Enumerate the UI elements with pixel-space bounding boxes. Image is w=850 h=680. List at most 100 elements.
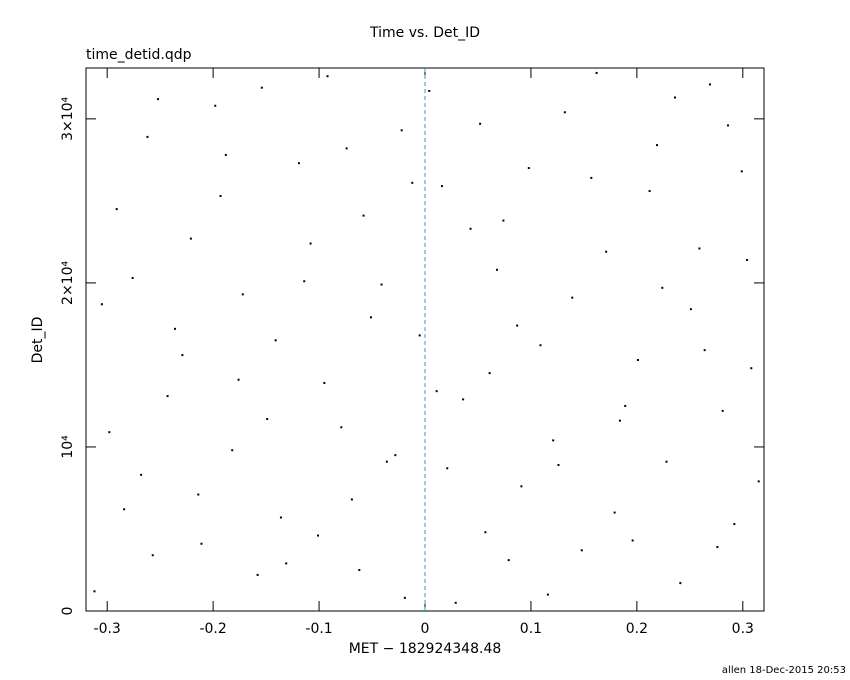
point [689,308,692,311]
point [496,268,499,271]
point [385,460,388,463]
point [380,283,383,286]
y-tick-label: 3×10⁴ [60,96,76,140]
footer: allen 18-Dec-2015 20:53 [722,665,846,676]
point [703,349,706,352]
point [484,531,487,534]
y-axis-label: Det_ID [30,317,46,364]
point [454,601,457,604]
point [740,170,743,173]
point [428,89,431,92]
y-tick-label: 0 [60,607,76,616]
point [527,167,530,170]
y-tick-label: 2×10⁴ [60,260,76,304]
point [151,554,154,557]
point [100,303,103,306]
point [326,75,329,78]
point [656,144,659,147]
x-tick-label: -0.3 [94,621,121,637]
point [665,460,668,463]
y-tick-label: 10⁴ [60,435,76,459]
point [546,593,549,596]
point [108,431,111,434]
x-tick-label: 0.1 [520,621,542,637]
point [241,293,244,296]
x-axis-label: MET − 182924348.48 [349,641,502,657]
point [317,534,320,537]
point [400,129,403,132]
x-tick-label: -0.1 [305,621,332,637]
point [571,296,574,299]
point [146,135,149,138]
point [590,176,593,179]
point [358,568,361,571]
point [411,181,414,184]
x-tick-label: 0.2 [626,621,648,637]
point [157,98,160,101]
point [237,378,240,381]
point [362,214,365,217]
point [189,237,192,240]
point [563,111,566,114]
point [231,449,234,452]
point [123,508,126,511]
point [197,493,200,496]
point [716,546,719,549]
point [552,439,555,442]
point [394,454,397,457]
point [757,480,760,483]
point [297,162,300,165]
point [214,104,217,107]
point [595,71,598,74]
point [260,86,263,89]
point [266,418,269,421]
point [446,467,449,470]
point [636,359,639,362]
point [746,258,749,261]
chart-title: Time vs. Det_ID [369,25,480,41]
point [661,286,664,289]
point [418,334,421,337]
point [618,419,621,422]
point [708,83,711,86]
point [303,280,306,283]
point [285,562,288,565]
point [605,250,608,253]
x-tick-label: 0.3 [732,621,754,637]
point [488,372,491,375]
point [340,426,343,429]
point [580,549,583,552]
point [539,344,542,347]
point [435,390,438,393]
point [181,354,184,357]
point [750,367,753,370]
point [679,582,682,585]
point [440,185,443,188]
point [173,327,176,330]
point [624,404,627,407]
point [166,395,169,398]
point [733,523,736,526]
x-tick-label: 0 [421,621,430,637]
point [309,242,312,245]
point [631,539,634,542]
point [479,122,482,125]
point [219,194,222,197]
point [462,398,465,401]
point [469,227,472,230]
point [369,316,372,319]
point [674,96,677,99]
point [520,485,523,488]
point [93,590,96,593]
point [115,208,118,211]
point [721,409,724,412]
point [613,511,616,514]
point [131,276,134,279]
point [557,463,560,466]
point [323,381,326,384]
point [345,147,348,150]
point [698,247,701,250]
point [516,324,519,327]
